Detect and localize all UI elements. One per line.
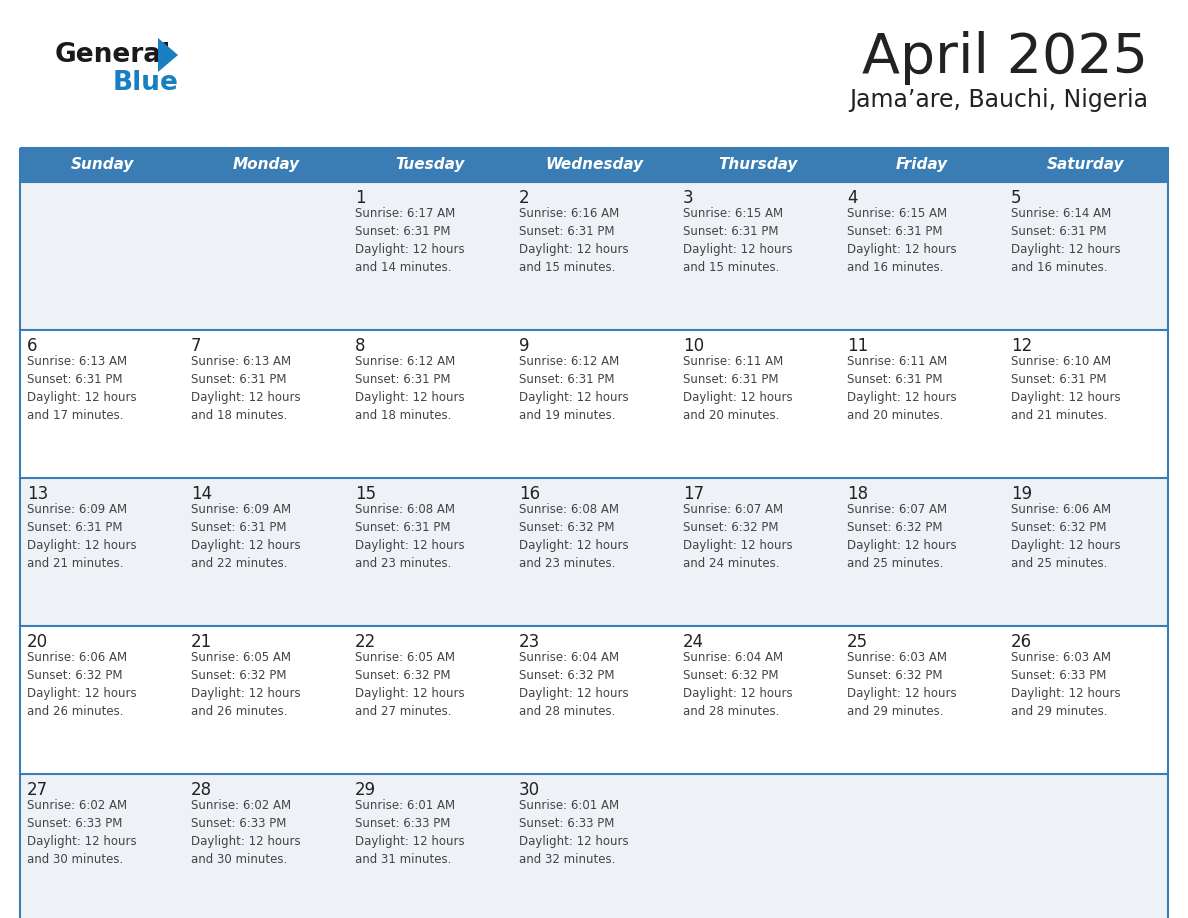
Text: 2: 2 bbox=[519, 189, 530, 207]
Bar bbox=[20, 182, 1168, 330]
Text: Sunrise: 6:01 AM
Sunset: 6:33 PM
Daylight: 12 hours
and 31 minutes.: Sunrise: 6:01 AM Sunset: 6:33 PM Dayligh… bbox=[355, 799, 465, 866]
Text: 22: 22 bbox=[355, 633, 377, 651]
Text: Sunrise: 6:11 AM
Sunset: 6:31 PM
Daylight: 12 hours
and 20 minutes.: Sunrise: 6:11 AM Sunset: 6:31 PM Dayligh… bbox=[847, 355, 956, 422]
Text: 23: 23 bbox=[519, 633, 541, 651]
Bar bbox=[20, 626, 1168, 774]
Bar bbox=[20, 148, 1168, 918]
Text: General: General bbox=[55, 42, 171, 68]
Text: Sunrise: 6:15 AM
Sunset: 6:31 PM
Daylight: 12 hours
and 16 minutes.: Sunrise: 6:15 AM Sunset: 6:31 PM Dayligh… bbox=[847, 207, 956, 274]
Text: Tuesday: Tuesday bbox=[396, 158, 465, 173]
Text: Blue: Blue bbox=[113, 70, 179, 96]
Text: 28: 28 bbox=[191, 781, 213, 799]
Bar bbox=[20, 148, 1168, 182]
Text: 1: 1 bbox=[355, 189, 366, 207]
Text: Sunrise: 6:04 AM
Sunset: 6:32 PM
Daylight: 12 hours
and 28 minutes.: Sunrise: 6:04 AM Sunset: 6:32 PM Dayligh… bbox=[519, 651, 628, 718]
Text: 11: 11 bbox=[847, 337, 868, 355]
Text: 4: 4 bbox=[847, 189, 858, 207]
Text: Sunrise: 6:03 AM
Sunset: 6:32 PM
Daylight: 12 hours
and 29 minutes.: Sunrise: 6:03 AM Sunset: 6:32 PM Dayligh… bbox=[847, 651, 956, 718]
Text: 24: 24 bbox=[683, 633, 704, 651]
Text: 21: 21 bbox=[191, 633, 213, 651]
Text: Sunrise: 6:01 AM
Sunset: 6:33 PM
Daylight: 12 hours
and 32 minutes.: Sunrise: 6:01 AM Sunset: 6:33 PM Dayligh… bbox=[519, 799, 628, 866]
Text: Sunrise: 6:09 AM
Sunset: 6:31 PM
Daylight: 12 hours
and 22 minutes.: Sunrise: 6:09 AM Sunset: 6:31 PM Dayligh… bbox=[191, 503, 301, 570]
Text: 25: 25 bbox=[847, 633, 868, 651]
Text: 17: 17 bbox=[683, 485, 704, 503]
Text: 19: 19 bbox=[1011, 485, 1032, 503]
Text: Sunrise: 6:04 AM
Sunset: 6:32 PM
Daylight: 12 hours
and 28 minutes.: Sunrise: 6:04 AM Sunset: 6:32 PM Dayligh… bbox=[683, 651, 792, 718]
Text: Sunrise: 6:16 AM
Sunset: 6:31 PM
Daylight: 12 hours
and 15 minutes.: Sunrise: 6:16 AM Sunset: 6:31 PM Dayligh… bbox=[519, 207, 628, 274]
Text: Sunrise: 6:03 AM
Sunset: 6:33 PM
Daylight: 12 hours
and 29 minutes.: Sunrise: 6:03 AM Sunset: 6:33 PM Dayligh… bbox=[1011, 651, 1120, 718]
Text: Sunrise: 6:13 AM
Sunset: 6:31 PM
Daylight: 12 hours
and 18 minutes.: Sunrise: 6:13 AM Sunset: 6:31 PM Dayligh… bbox=[191, 355, 301, 422]
Bar bbox=[20, 774, 1168, 918]
Text: 27: 27 bbox=[27, 781, 49, 799]
Text: Sunrise: 6:10 AM
Sunset: 6:31 PM
Daylight: 12 hours
and 21 minutes.: Sunrise: 6:10 AM Sunset: 6:31 PM Dayligh… bbox=[1011, 355, 1120, 422]
Text: 14: 14 bbox=[191, 485, 213, 503]
Text: Sunrise: 6:08 AM
Sunset: 6:31 PM
Daylight: 12 hours
and 23 minutes.: Sunrise: 6:08 AM Sunset: 6:31 PM Dayligh… bbox=[355, 503, 465, 570]
Text: Sunrise: 6:17 AM
Sunset: 6:31 PM
Daylight: 12 hours
and 14 minutes.: Sunrise: 6:17 AM Sunset: 6:31 PM Dayligh… bbox=[355, 207, 465, 274]
Text: Sunrise: 6:14 AM
Sunset: 6:31 PM
Daylight: 12 hours
and 16 minutes.: Sunrise: 6:14 AM Sunset: 6:31 PM Dayligh… bbox=[1011, 207, 1120, 274]
Text: April 2025: April 2025 bbox=[862, 31, 1148, 85]
Text: 12: 12 bbox=[1011, 337, 1032, 355]
Text: Sunrise: 6:07 AM
Sunset: 6:32 PM
Daylight: 12 hours
and 24 minutes.: Sunrise: 6:07 AM Sunset: 6:32 PM Dayligh… bbox=[683, 503, 792, 570]
Text: Jama’are, Bauchi, Nigeria: Jama’are, Bauchi, Nigeria bbox=[849, 88, 1148, 112]
Text: 10: 10 bbox=[683, 337, 704, 355]
Text: Monday: Monday bbox=[233, 158, 299, 173]
Text: 9: 9 bbox=[519, 337, 530, 355]
Text: Thursday: Thursday bbox=[719, 158, 797, 173]
Text: 13: 13 bbox=[27, 485, 49, 503]
Text: Saturday: Saturday bbox=[1048, 158, 1125, 173]
Text: Sunrise: 6:05 AM
Sunset: 6:32 PM
Daylight: 12 hours
and 27 minutes.: Sunrise: 6:05 AM Sunset: 6:32 PM Dayligh… bbox=[355, 651, 465, 718]
Text: 30: 30 bbox=[519, 781, 541, 799]
Text: 15: 15 bbox=[355, 485, 377, 503]
Text: 18: 18 bbox=[847, 485, 868, 503]
Text: 7: 7 bbox=[191, 337, 202, 355]
Text: Sunrise: 6:15 AM
Sunset: 6:31 PM
Daylight: 12 hours
and 15 minutes.: Sunrise: 6:15 AM Sunset: 6:31 PM Dayligh… bbox=[683, 207, 792, 274]
Text: Sunrise: 6:07 AM
Sunset: 6:32 PM
Daylight: 12 hours
and 25 minutes.: Sunrise: 6:07 AM Sunset: 6:32 PM Dayligh… bbox=[847, 503, 956, 570]
Polygon shape bbox=[158, 38, 178, 72]
Text: Sunrise: 6:02 AM
Sunset: 6:33 PM
Daylight: 12 hours
and 30 minutes.: Sunrise: 6:02 AM Sunset: 6:33 PM Dayligh… bbox=[27, 799, 137, 866]
Text: 8: 8 bbox=[355, 337, 366, 355]
Text: Sunrise: 6:09 AM
Sunset: 6:31 PM
Daylight: 12 hours
and 21 minutes.: Sunrise: 6:09 AM Sunset: 6:31 PM Dayligh… bbox=[27, 503, 137, 570]
Text: 5: 5 bbox=[1011, 189, 1022, 207]
Text: 16: 16 bbox=[519, 485, 541, 503]
Text: Sunrise: 6:06 AM
Sunset: 6:32 PM
Daylight: 12 hours
and 25 minutes.: Sunrise: 6:06 AM Sunset: 6:32 PM Dayligh… bbox=[1011, 503, 1120, 570]
Text: Sunrise: 6:11 AM
Sunset: 6:31 PM
Daylight: 12 hours
and 20 minutes.: Sunrise: 6:11 AM Sunset: 6:31 PM Dayligh… bbox=[683, 355, 792, 422]
Text: Sunrise: 6:13 AM
Sunset: 6:31 PM
Daylight: 12 hours
and 17 minutes.: Sunrise: 6:13 AM Sunset: 6:31 PM Dayligh… bbox=[27, 355, 137, 422]
Text: Sunday: Sunday bbox=[70, 158, 134, 173]
Text: Sunrise: 6:12 AM
Sunset: 6:31 PM
Daylight: 12 hours
and 18 minutes.: Sunrise: 6:12 AM Sunset: 6:31 PM Dayligh… bbox=[355, 355, 465, 422]
Text: 6: 6 bbox=[27, 337, 38, 355]
Text: Sunrise: 6:08 AM
Sunset: 6:32 PM
Daylight: 12 hours
and 23 minutes.: Sunrise: 6:08 AM Sunset: 6:32 PM Dayligh… bbox=[519, 503, 628, 570]
Bar bbox=[20, 478, 1168, 626]
Text: 20: 20 bbox=[27, 633, 49, 651]
Text: 3: 3 bbox=[683, 189, 694, 207]
Text: Sunrise: 6:05 AM
Sunset: 6:32 PM
Daylight: 12 hours
and 26 minutes.: Sunrise: 6:05 AM Sunset: 6:32 PM Dayligh… bbox=[191, 651, 301, 718]
Text: Wednesday: Wednesday bbox=[545, 158, 643, 173]
Text: Sunrise: 6:02 AM
Sunset: 6:33 PM
Daylight: 12 hours
and 30 minutes.: Sunrise: 6:02 AM Sunset: 6:33 PM Dayligh… bbox=[191, 799, 301, 866]
Bar bbox=[20, 330, 1168, 478]
Text: Sunrise: 6:06 AM
Sunset: 6:32 PM
Daylight: 12 hours
and 26 minutes.: Sunrise: 6:06 AM Sunset: 6:32 PM Dayligh… bbox=[27, 651, 137, 718]
Text: 26: 26 bbox=[1011, 633, 1032, 651]
Text: Friday: Friday bbox=[896, 158, 948, 173]
Text: 29: 29 bbox=[355, 781, 377, 799]
Text: Sunrise: 6:12 AM
Sunset: 6:31 PM
Daylight: 12 hours
and 19 minutes.: Sunrise: 6:12 AM Sunset: 6:31 PM Dayligh… bbox=[519, 355, 628, 422]
